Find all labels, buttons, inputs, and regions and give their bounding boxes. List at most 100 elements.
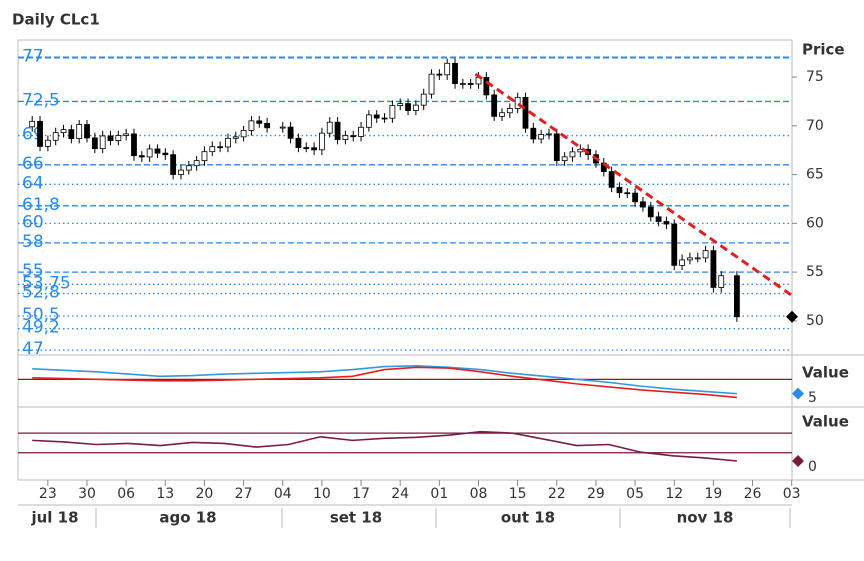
candle-body: [37, 120, 43, 147]
x-tick-label: 04: [274, 486, 292, 502]
candle-body: [107, 135, 114, 141]
candle-body: [459, 83, 466, 85]
candle-body: [319, 132, 325, 151]
candle-body: [76, 124, 83, 139]
x-tick-label: 13: [156, 486, 174, 502]
panel-label: Value: [802, 364, 849, 382]
y-tick-label: 65: [806, 167, 824, 183]
level-label: 64: [22, 173, 44, 193]
candle-body: [248, 120, 255, 131]
x-tick-label: 12: [665, 486, 683, 502]
candle-body: [616, 186, 623, 194]
panel-tick-label: 0: [808, 459, 817, 475]
candle-body: [428, 73, 435, 95]
chart-title: Daily CLc1: [12, 11, 100, 29]
candle-body: [436, 73, 443, 76]
candle-body: [342, 135, 349, 140]
month-label: out 18: [501, 509, 555, 527]
candle-body: [381, 117, 388, 120]
candle-body: [295, 137, 302, 148]
panel-label: Value: [802, 413, 849, 431]
indicator-line: [32, 366, 737, 399]
level-label: 55: [22, 261, 44, 281]
candle-body: [256, 120, 263, 124]
candle-body: [483, 77, 490, 96]
candle-body: [99, 135, 106, 150]
y-tick-label: 70: [806, 118, 824, 134]
candle-body: [538, 134, 545, 140]
candle-body: [373, 114, 380, 119]
level-label: 53,75: [22, 273, 71, 293]
level-label: 72,5: [22, 90, 60, 110]
x-tick-label: 01: [430, 486, 448, 502]
candle-body: [679, 259, 685, 266]
candle-body: [365, 114, 372, 128]
candle-body: [405, 103, 411, 111]
candle-body: [444, 62, 451, 76]
candle-body: [640, 201, 646, 208]
candle-body: [279, 126, 286, 129]
candle-body: [553, 133, 560, 162]
candle-body: [146, 148, 153, 158]
x-tick-label: 17: [352, 486, 370, 502]
x-tick-label: 26: [744, 486, 762, 502]
candle-body: [655, 216, 662, 222]
panel-tick-label: 5: [808, 390, 817, 406]
candle-body: [209, 146, 216, 153]
level-label: 52,8: [22, 283, 60, 303]
candle-body: [647, 206, 654, 218]
level-label: 58: [22, 232, 44, 252]
month-label: set 18: [330, 509, 382, 527]
x-tick-label: 20: [196, 486, 214, 502]
candle-body: [84, 124, 90, 139]
y-tick-label: 75: [806, 69, 824, 85]
y-tick-label: 60: [806, 215, 824, 231]
candle-body: [718, 275, 725, 288]
y-tick-label: 50: [806, 313, 824, 329]
month-label: ago 18: [159, 509, 216, 527]
x-tick-label: 19: [704, 486, 722, 502]
candle-body: [452, 62, 458, 84]
candle-body: [44, 139, 51, 147]
y-axis-label: Price: [802, 41, 845, 59]
candle-body: [514, 96, 521, 109]
x-tick-label: 29: [587, 486, 605, 502]
indicator-line: [32, 364, 737, 395]
candle-body: [358, 126, 364, 137]
candle-body: [170, 154, 177, 175]
candle-body: [710, 250, 717, 288]
candle-body: [522, 96, 529, 129]
candle-body: [499, 112, 505, 117]
candle-body: [624, 192, 631, 195]
x-tick-label: 27: [235, 486, 253, 502]
candle-body: [232, 136, 239, 139]
last-price-marker: [786, 310, 798, 323]
level-label: 77: [22, 47, 44, 67]
level-label: 60: [22, 212, 44, 232]
candle-body: [608, 171, 615, 188]
month-label: nov 18: [677, 509, 734, 527]
candle-body: [240, 130, 247, 138]
candle-body: [491, 94, 498, 117]
candle-body: [671, 223, 678, 266]
candle-body: [131, 133, 137, 157]
x-tick-label: 10: [313, 486, 331, 502]
candle-body: [663, 221, 670, 225]
candle-body: [185, 165, 192, 171]
candle-body: [389, 105, 396, 119]
month-label: jul 18: [30, 509, 78, 527]
candle-body: [29, 120, 36, 128]
candle-body: [350, 135, 357, 138]
candle-body: [326, 121, 333, 134]
level-label: 50,5: [22, 305, 60, 325]
indicator-line: [32, 430, 737, 462]
x-tick-label: 05: [626, 486, 644, 502]
x-tick-label: 03: [783, 486, 801, 502]
candle-body: [506, 108, 513, 114]
candle-body: [225, 137, 231, 148]
candle-body: [162, 152, 169, 156]
x-tick-label: 06: [117, 486, 135, 502]
level-label: 49,2: [22, 318, 60, 338]
candle-body: [334, 121, 341, 140]
